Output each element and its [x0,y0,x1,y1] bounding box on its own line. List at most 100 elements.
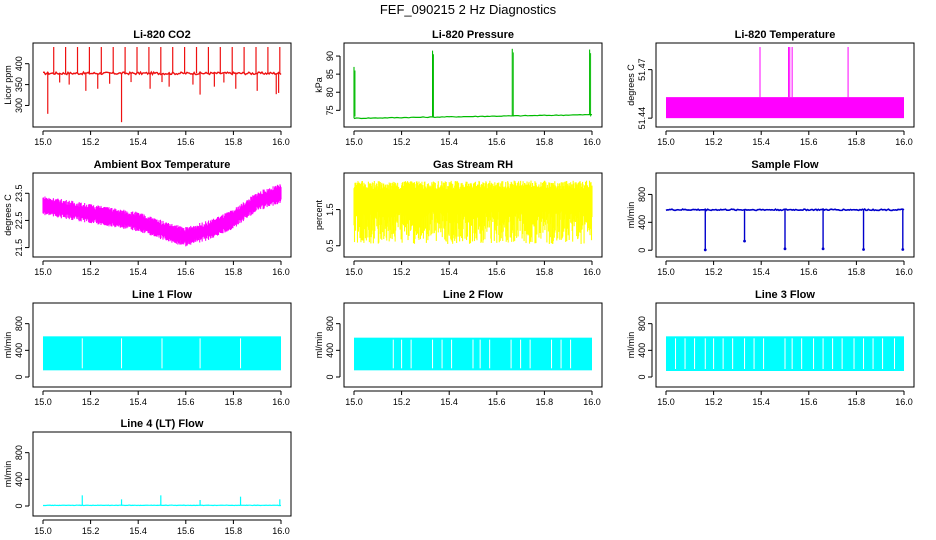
series-point [743,239,746,243]
x-tick-label: 15.0 [657,137,675,147]
y-axis-label: ml/min [626,202,636,229]
y-axis-label: ml/min [626,332,636,359]
y-axis: 0 400 800 [14,445,30,509]
plot-frame [32,302,292,388]
x-tick-label: 15.4 [752,397,770,407]
x-tick-label: 15.8 [848,137,866,147]
chart-panel-9: Line 3 Flow ml/min 15.0 15.2 15.4 15.6 15.8 16.… [626,289,915,407]
chart-panel-4: Ambient Box Temperature degrees C 15.0 15.2… [3,159,292,277]
plot-frame [343,42,603,128]
x-tick-label: 15.2 [705,397,723,407]
series-line [353,113,593,120]
x-tick-label: 15.6 [488,267,506,277]
x-axis: 15.0 15.2 15.4 15.6 15.8 16.0 [345,390,601,407]
x-tick-label: 15.2 [82,526,100,536]
series-line [665,208,905,212]
x-tick-label: 15.0 [34,526,52,536]
x-tick-label: 15.8 [225,397,243,407]
x-tick-label: 15.0 [657,397,675,407]
chart-title: Li-820 Temperature [735,29,836,41]
series-marks [666,336,904,371]
y-tick-label: 350 [14,77,24,92]
x-tick-label: 15.0 [345,397,363,407]
y-tick-label: 1.5 [325,203,335,216]
x-axis: 15.0 15.2 15.4 15.6 15.8 16.0 [345,260,601,277]
series-marks [42,47,282,123]
x-tick-label: 15.4 [440,267,458,277]
y-axis-label: degrees C [3,194,13,236]
x-tick-label: 15.2 [705,267,723,277]
x-axis: 15.0 15.2 15.4 15.6 15.8 16.0 [657,390,913,407]
x-tick-label: 15.2 [82,267,100,277]
x-tick-label: 15.0 [34,267,52,277]
y-axis: 0 400 800 [637,187,653,253]
chart-title: Li-820 Pressure [432,29,514,41]
plot-frame [32,172,292,258]
x-tick-label: 16.0 [272,397,290,407]
y-tick-label: 400 [325,343,335,358]
x-tick-label: 15.0 [345,267,363,277]
chart-panel-8: Line 2 Flow ml/min 15.0 15.2 15.4 15.6 15.8 16.… [314,289,603,407]
chart-panel-2: Li-820 Pressure kPa 15.0 15.2 15.4 15.6 15.8 16… [314,29,603,147]
y-tick-label: 400 [637,343,647,358]
x-tick-label: 15.6 [177,526,195,536]
x-tick-label: 15.6 [800,397,818,407]
x-tick-label: 15.2 [705,137,723,147]
x-tick-label: 16.0 [895,137,913,147]
y-axis: 300 350 400 [14,56,30,113]
y-tick-label: 51.47 [637,58,647,81]
y-tick-label: 0 [637,374,647,379]
y-tick-label: 90 [325,51,335,61]
x-tick-label: 15.2 [82,137,100,147]
plot-frame [343,172,603,258]
y-tick-label: 75 [325,105,335,115]
x-tick-label: 15.0 [345,137,363,147]
y-tick-label: 400 [14,56,24,71]
y-tick-label: 800 [14,445,24,460]
series-marks [665,208,905,252]
x-tick-label: 15.0 [657,267,675,277]
series-marks [353,48,593,120]
x-tick-label: 15.4 [129,137,147,147]
y-tick-label: 300 [14,98,24,113]
chart-panel-5: Gas Stream RH percent 15.0 15.2 15.4 15.6 15.8… [314,159,603,277]
x-tick-label: 15.6 [177,137,195,147]
series-point [783,247,787,251]
y-tick-label: 0 [637,248,647,253]
series-point [703,248,707,252]
chart-title: Line 1 Flow [132,289,192,301]
series-band [666,97,904,119]
series-marks [42,495,282,507]
x-tick-label: 16.0 [272,137,290,147]
plot-frame [655,172,915,258]
series-point [901,248,905,251]
page-title: FEF_090215 2 Hz Diagnostics [380,2,557,17]
y-tick-label: 800 [637,316,647,331]
x-axis: 15.0 15.2 15.4 15.6 15.8 16.0 [34,519,290,536]
y-tick-label: 800 [325,316,335,331]
x-tick-label: 16.0 [583,397,601,407]
series-marks [666,47,904,119]
x-tick-label: 15.8 [225,526,243,536]
x-tick-label: 16.0 [272,526,290,536]
x-tick-label: 15.4 [129,397,147,407]
x-tick-label: 15.8 [536,267,554,277]
y-tick-label: 800 [14,316,24,331]
x-tick-label: 15.2 [393,397,411,407]
y-tick-label: 400 [14,472,24,487]
y-tick-label: 80 [325,87,335,97]
x-axis: 15.0 15.2 15.4 15.6 15.8 16.0 [34,130,290,147]
chart-title: Sample Flow [751,159,819,171]
x-tick-label: 15.4 [752,267,770,277]
x-tick-label: 15.4 [440,137,458,147]
series-point [862,248,865,251]
x-tick-label: 15.8 [848,267,866,277]
plot-frame [32,431,292,517]
x-tick-label: 15.6 [800,267,818,277]
x-tick-label: 15.6 [488,137,506,147]
y-tick-label: 85 [325,69,335,79]
chart-title: Gas Stream RH [433,159,513,171]
x-tick-label: 15.6 [800,137,818,147]
